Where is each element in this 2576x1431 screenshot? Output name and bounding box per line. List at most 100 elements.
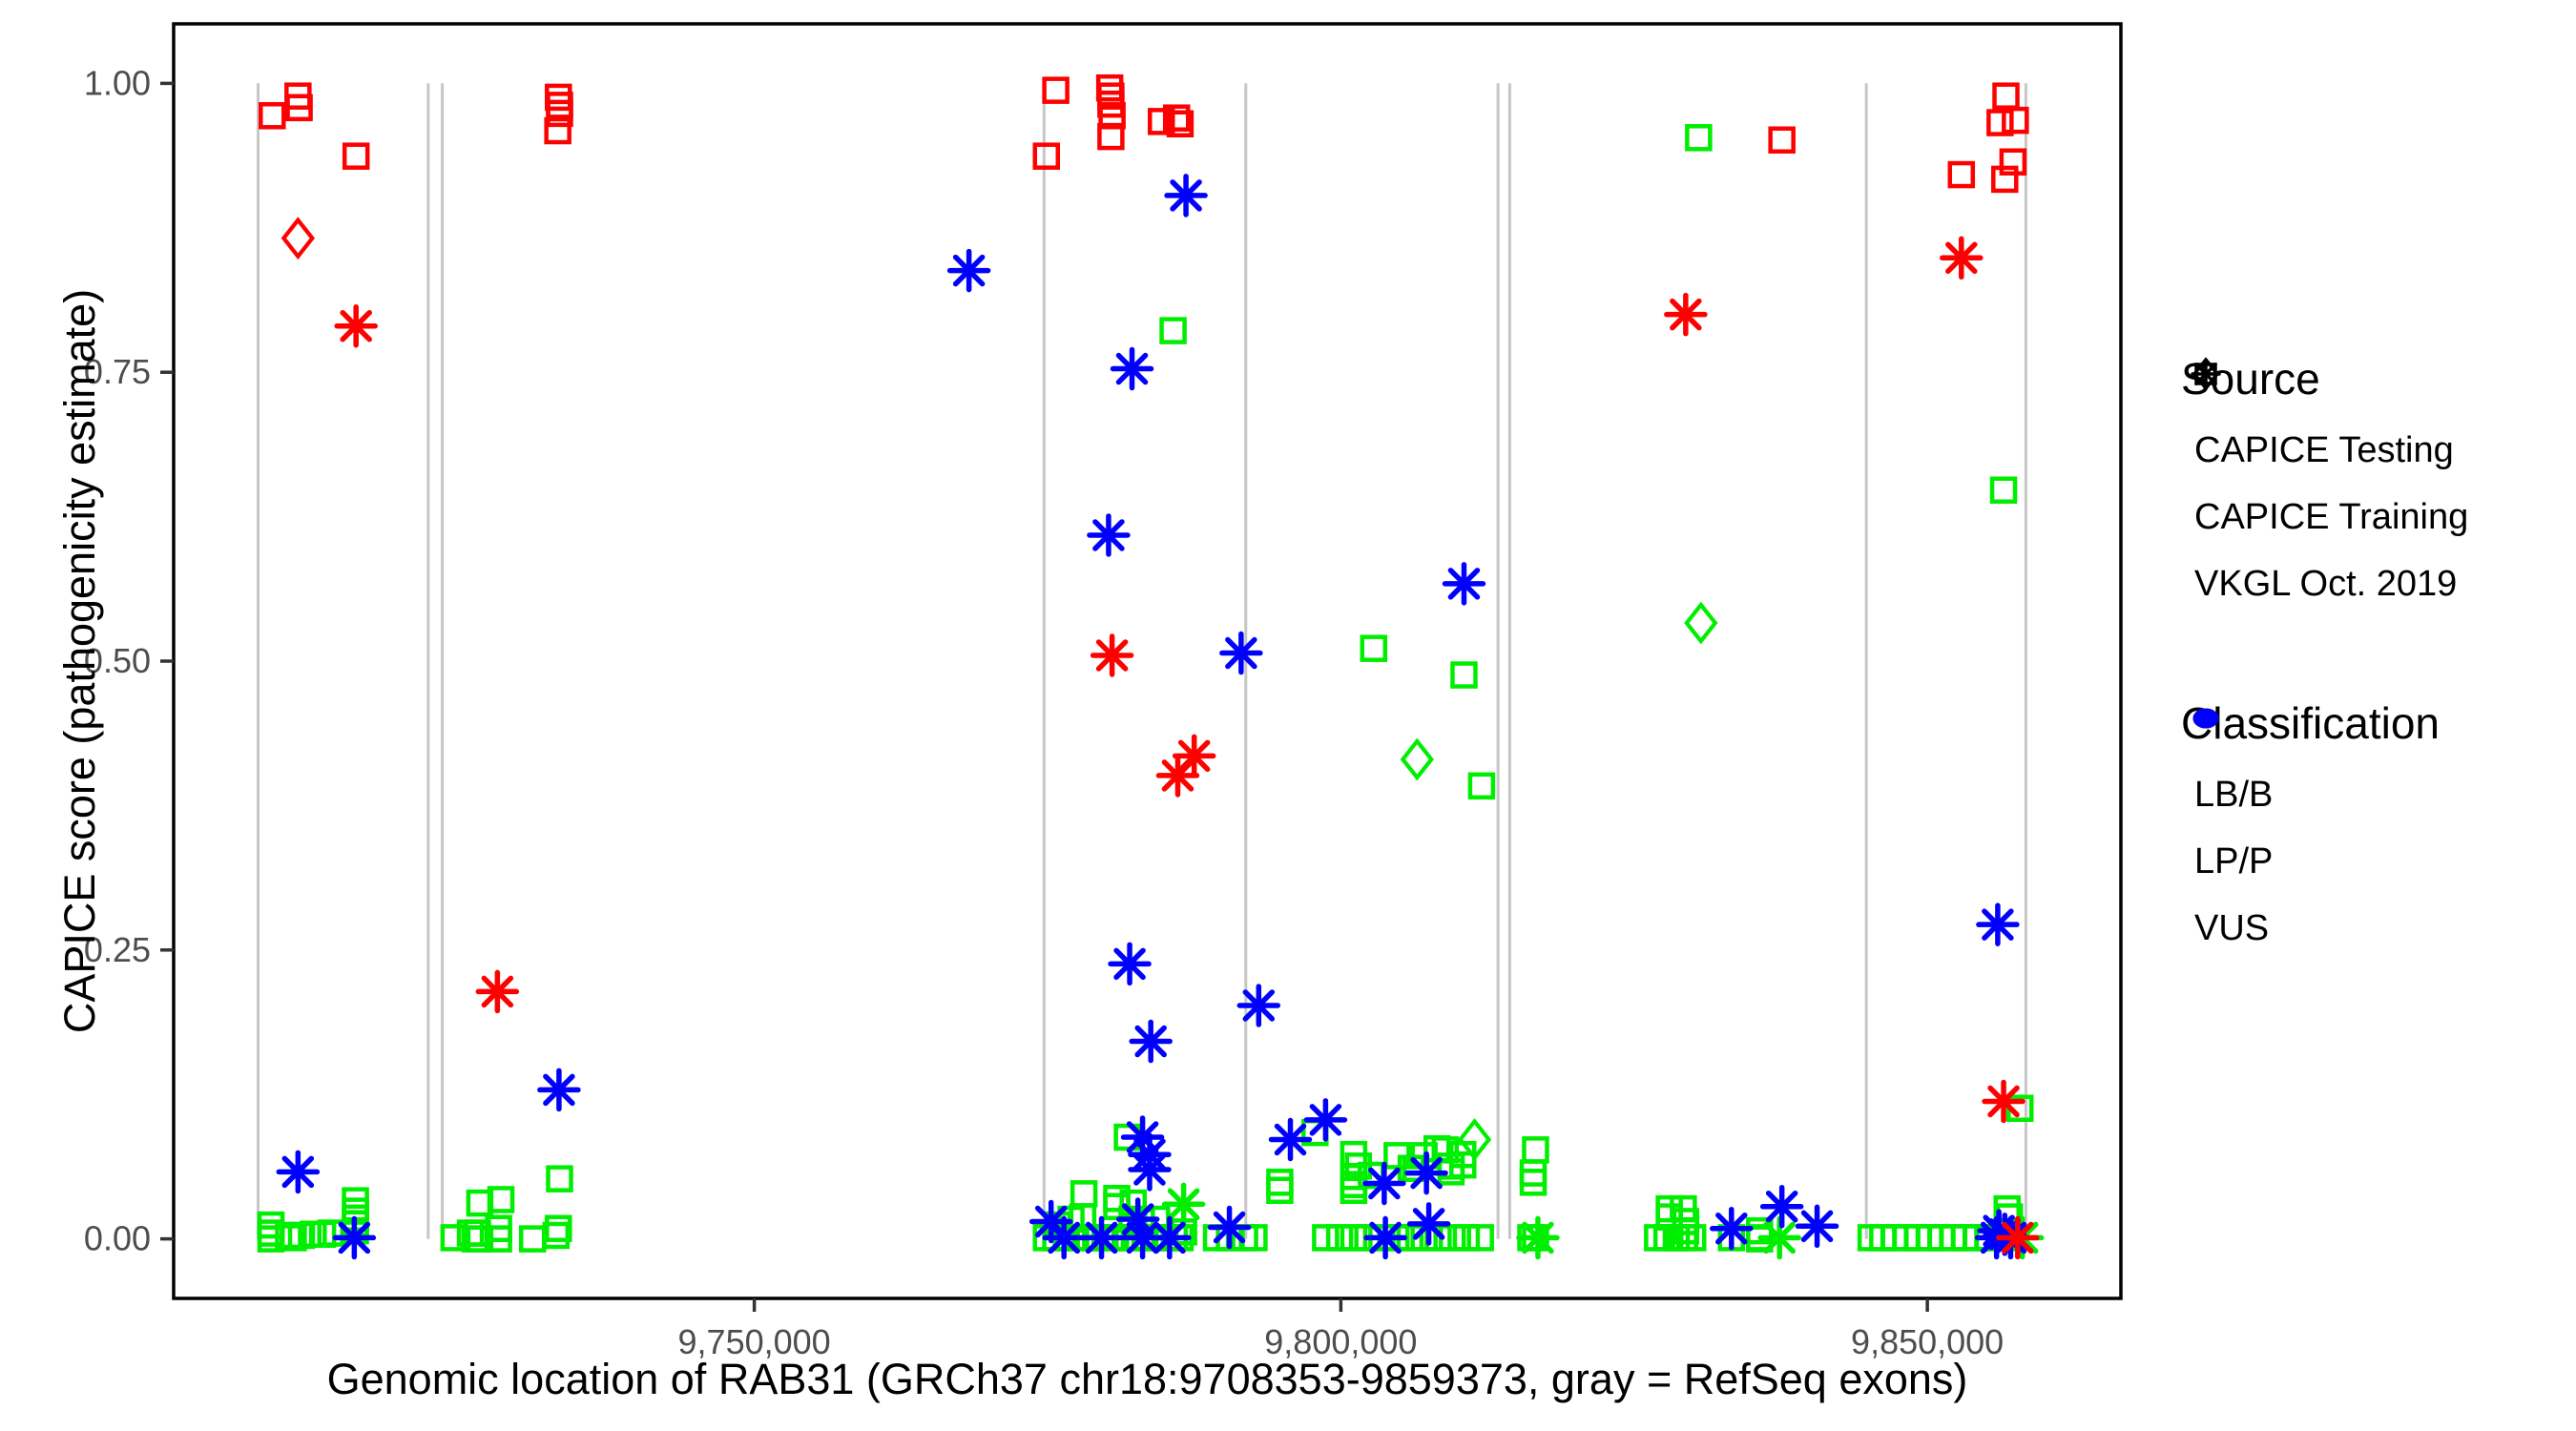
data-point-asterisk (1976, 902, 2020, 946)
x-axis-title: Genomic location of RAB31 (GRCh37 chr18:… (326, 1355, 1968, 1403)
data-point-square (1746, 1225, 1774, 1253)
data-point-square (1522, 1136, 1549, 1164)
data-point-square (518, 1225, 547, 1253)
data-point-asterisk (1079, 1215, 1124, 1260)
data-point-asterisk (1219, 631, 1263, 675)
data-point-square (546, 1165, 573, 1192)
data-point-square (1042, 76, 1070, 104)
data-point-square (1685, 124, 1713, 152)
data-point-asterisk (475, 969, 520, 1014)
data-point-square (1148, 108, 1175, 135)
legend-item-capice-testing: CAPICE Testing (2181, 357, 2468, 471)
y-tick-label: 0.25 (84, 930, 151, 969)
data-point-square (285, 93, 313, 122)
x-tick-label: 9,850,000 (1851, 1322, 2004, 1361)
data-point-square (1678, 1224, 1707, 1252)
data-point-asterisk (1940, 236, 1984, 280)
data-point-square (1466, 1224, 1494, 1252)
data-point-square (1991, 165, 2019, 194)
data-point-asterisk (1164, 174, 1208, 218)
legend-item-lbb: LB/B (2181, 708, 2440, 816)
data-point-asterisk (1129, 1019, 1173, 1064)
data-point-asterisk (1090, 633, 1134, 677)
data-point-square (545, 83, 572, 112)
data-point-square (1768, 126, 1796, 154)
x-tick-label: 9,800,000 (1264, 1322, 1417, 1361)
legend-item-label: CAPICE Training (2194, 496, 2469, 537)
data-point-asterisk (946, 248, 991, 293)
data-point-square (1097, 122, 1125, 151)
data-point-asterisk (1120, 1115, 1165, 1159)
x-tick-label: 9,750,000 (678, 1322, 831, 1361)
data-point-square (546, 92, 573, 119)
y-tick-label: 0.50 (84, 641, 151, 680)
data-point-asterisk (1996, 1215, 2040, 1260)
data-point-asterisk (1128, 1148, 1172, 1192)
data-point-asterisk (1982, 1079, 2025, 1124)
data-point-asterisk (1795, 1204, 1839, 1249)
data-point-asterisk (1236, 984, 1281, 1027)
data-point-square (1162, 104, 1191, 132)
data-point-square (1095, 73, 1124, 102)
data-point-square (1467, 772, 1496, 800)
data-point-asterisk (1268, 1117, 1313, 1162)
data-point-square (1340, 1176, 1368, 1204)
data-point-square (2002, 106, 2029, 135)
data-point-square (1992, 82, 2020, 110)
data-point-asterisk (1404, 1151, 1448, 1195)
data-point-asterisk (1710, 1206, 1754, 1251)
dot-icon (2192, 708, 2219, 729)
data-point-asterisk (1664, 292, 1708, 337)
data-point-square (1360, 634, 1388, 662)
data-point-square (1325, 1224, 1354, 1252)
legend-item-label: LB/B (2194, 774, 2274, 815)
data-point-square (544, 116, 571, 145)
data-point-square (259, 102, 286, 130)
data-point-square (487, 1186, 515, 1213)
data-point-square (485, 1225, 512, 1253)
data-point-asterisk (1087, 513, 1131, 557)
data-point-square (1999, 148, 2027, 176)
data-point-square (1312, 1224, 1340, 1252)
legend-item-vkgl: VKGL Oct. 2019 (2181, 359, 2468, 605)
data-point-asterisk (334, 303, 378, 348)
legend-item-lpp: LP/P (2181, 708, 2440, 882)
data-point-asterisk (276, 1150, 321, 1194)
legend-classification: Classification LB/B LP/P VUS (2181, 697, 2440, 949)
data-point-square (1522, 1224, 1549, 1252)
data-point-asterisk (1161, 1182, 1206, 1227)
legend-item-label: VKGL Oct. 2019 (2194, 563, 2458, 604)
data-point-square (1166, 110, 1195, 138)
data-point-asterisk (1207, 1205, 1252, 1250)
legend-item-label: CAPICE Testing (2194, 429, 2454, 470)
data-point-asterisk (1042, 1215, 1086, 1260)
data-point-asterisk (1406, 1202, 1451, 1246)
data-point-square (1266, 1169, 1294, 1196)
data-point-square (1519, 1159, 1548, 1187)
y-tick-label: 0.00 (84, 1219, 151, 1258)
data-point-asterisk (1759, 1184, 1804, 1229)
data-point-square (1947, 160, 1976, 189)
data-point-diamond (280, 217, 316, 260)
legend-classification-title: Classification (2181, 698, 2440, 748)
y-tick-label: 0.75 (84, 352, 151, 391)
data-point-square (1159, 317, 1187, 344)
data-point-asterisk (1442, 562, 1486, 606)
data-point-asterisk (1303, 1098, 1348, 1142)
data-point-diamond (1684, 601, 1718, 645)
data-point-square (342, 142, 370, 170)
data-point-square (1519, 1169, 1548, 1196)
data-point-asterisk (332, 1215, 377, 1260)
data-point-asterisk (1363, 1215, 1407, 1260)
data-point-square (1989, 476, 2018, 504)
panel-border (172, 22, 2123, 1300)
data-point-asterisk (1148, 1215, 1192, 1260)
data-point-asterisk (1362, 1161, 1406, 1206)
data-point-square (542, 1221, 571, 1250)
data-point-square (1266, 1176, 1294, 1204)
legend-item-vus: VUS (2181, 708, 2440, 949)
data-point-square (1986, 109, 2014, 136)
data-point-square (1452, 1224, 1481, 1252)
